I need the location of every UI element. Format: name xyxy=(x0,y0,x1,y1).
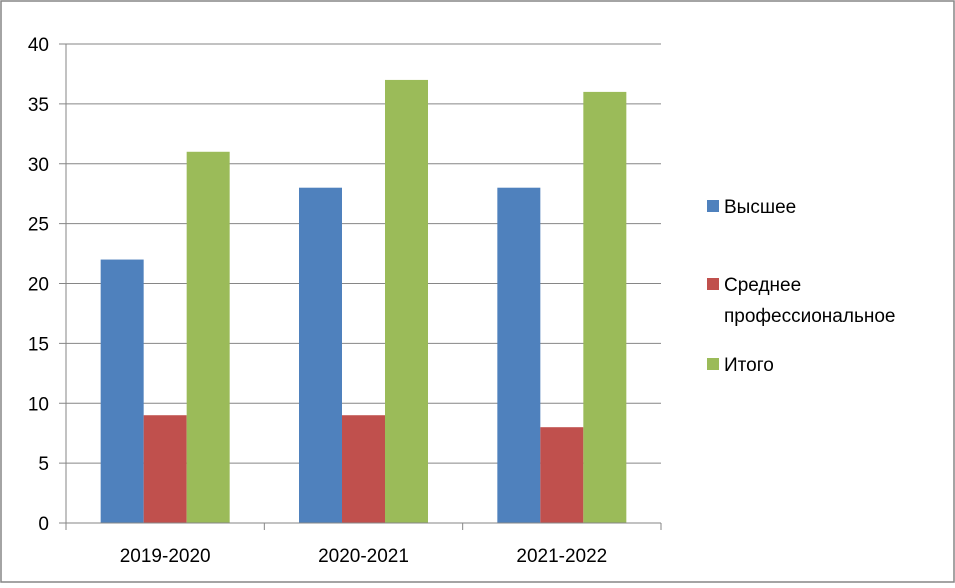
bar xyxy=(583,91,627,524)
bar xyxy=(100,259,144,523)
x-tick-label: 2019-2020 xyxy=(120,546,211,567)
x-tick-label: 2021-2022 xyxy=(516,546,607,567)
y-tick-label: 15 xyxy=(28,334,49,355)
bar xyxy=(186,151,230,523)
y-tick-label: 5 xyxy=(38,454,49,475)
legend-label: профессиональное xyxy=(724,306,895,327)
y-tick-label: 0 xyxy=(38,514,49,535)
legend-label: Итого xyxy=(724,355,774,376)
legend-label: Высшее xyxy=(724,197,796,218)
y-tick-label: 35 xyxy=(28,95,49,116)
legend-swatch xyxy=(707,358,719,370)
bars xyxy=(100,79,627,524)
bar xyxy=(342,415,385,523)
legend-swatch xyxy=(707,200,719,212)
x-tick-labels: 2019-2020 2020-2021 2021-2022 xyxy=(120,546,608,567)
bar xyxy=(497,187,541,523)
y-tick-label: 30 xyxy=(28,155,49,176)
legend-label: Среднее xyxy=(724,275,801,296)
bar xyxy=(385,79,428,524)
bar xyxy=(143,415,187,523)
bar xyxy=(299,187,342,523)
y-tick-label: 40 xyxy=(28,35,49,56)
x-tick-label: 2020-2021 xyxy=(318,546,409,567)
legend-swatch xyxy=(707,278,719,290)
y-tick-label: 20 xyxy=(28,275,49,296)
bar xyxy=(540,427,584,523)
legend: Высшее Среднее профессиональное Итого xyxy=(707,197,895,376)
y-tick-labels: 0 5 10 15 20 25 30 35 40 xyxy=(28,35,49,535)
axes xyxy=(59,43,662,530)
y-tick-label: 10 xyxy=(28,394,49,415)
y-tick-label: 25 xyxy=(28,215,49,236)
